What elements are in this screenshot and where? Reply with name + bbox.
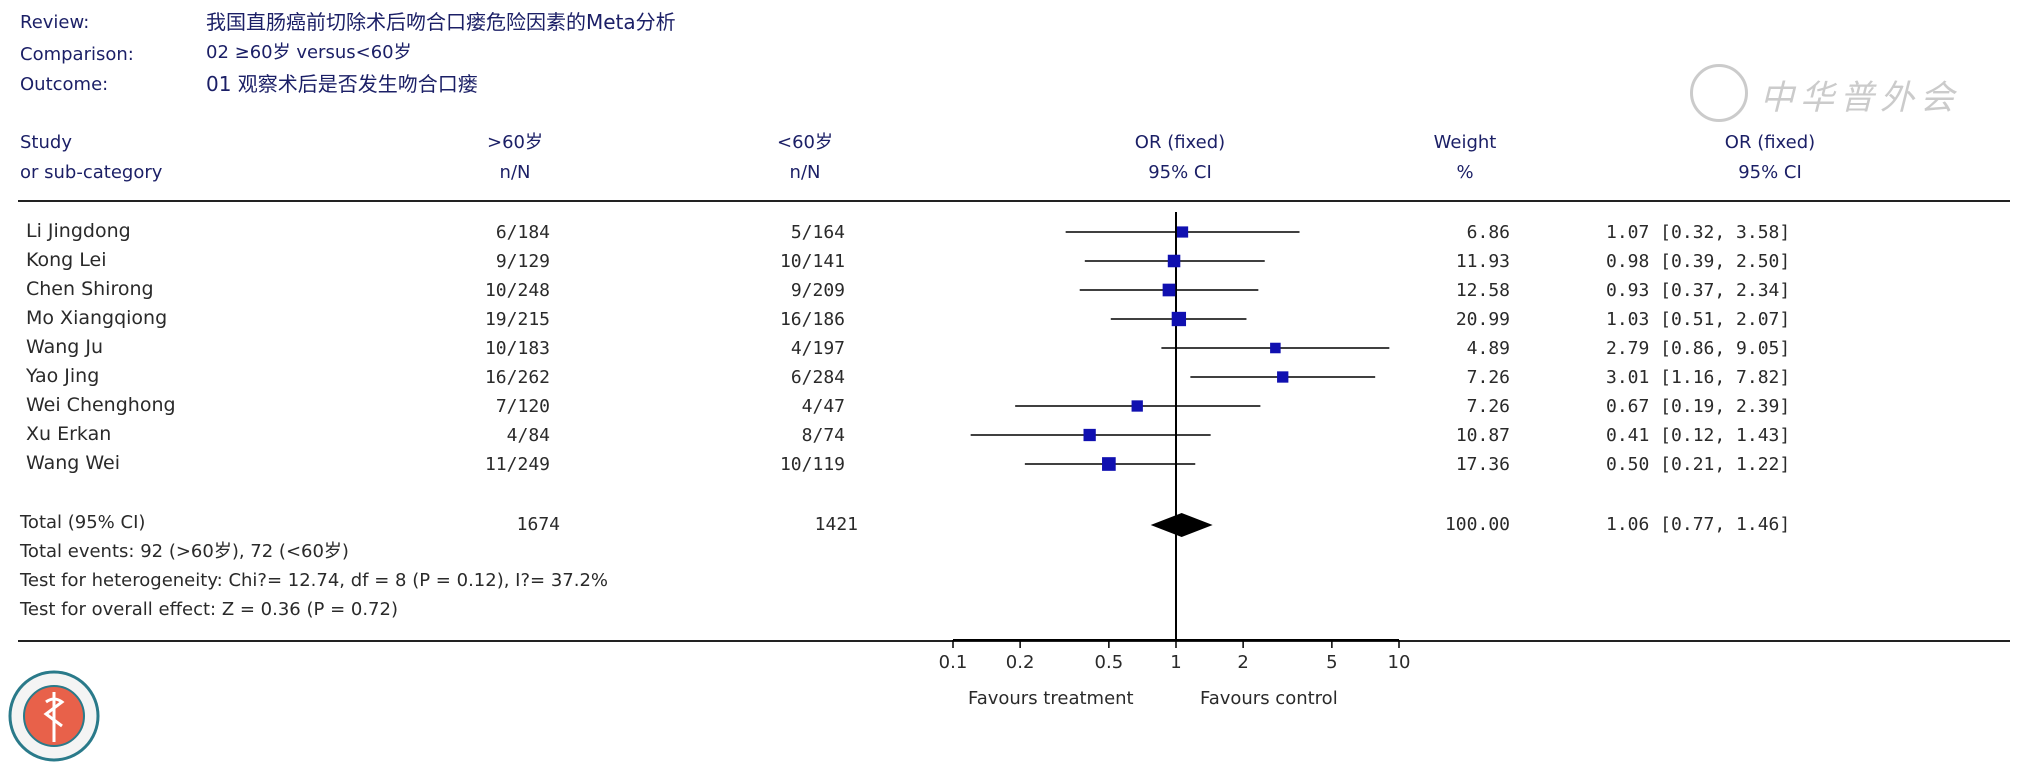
- effect-marker: [1270, 342, 1281, 354]
- comparison-value: 02 ≥60岁 versus<60岁: [206, 42, 412, 63]
- study-weight: 7.26: [1466, 367, 1510, 388]
- x-tick-label: 0.5: [1095, 652, 1124, 673]
- study-weight: 4.89: [1466, 338, 1510, 359]
- study-group2: 5/164: [790, 222, 845, 243]
- study-group1: 10/248: [484, 280, 550, 301]
- study-group2: 4/197: [790, 338, 845, 359]
- study-group1: 9/129: [495, 251, 550, 272]
- col-weight-line1: Weight: [1433, 132, 1497, 153]
- col-weight-line2: %: [1456, 162, 1474, 183]
- col-study-line1: Study: [20, 132, 72, 153]
- study-group1: 10/183: [484, 338, 550, 359]
- study-group2: 4/47: [801, 396, 845, 417]
- effect-marker: [1167, 254, 1181, 268]
- watermark-text: 中华普外会: [1760, 78, 1960, 118]
- overall-effect-test: Test for overall effect: Z = 0.36 (P = 0…: [20, 599, 398, 620]
- effect-marker: [1131, 400, 1143, 412]
- study-or-ci: 0.98 [0.39, 2.50]: [1606, 251, 1791, 272]
- study-or-ci: 0.93 [0.37, 2.34]: [1606, 280, 1791, 301]
- col-or-value-line1: OR (fixed): [1724, 132, 1816, 153]
- x-tick-label: 0.2: [1006, 652, 1035, 673]
- study-group1: 4/84: [506, 425, 550, 446]
- outcome-value: 01 观察术后是否发生吻合口瘘: [206, 72, 478, 96]
- total-label: Total (95% CI): [20, 512, 146, 533]
- effect-marker: [1162, 283, 1176, 297]
- study-weight: 11.93: [1455, 251, 1510, 272]
- medical-association-logo: [8, 670, 100, 762]
- effect-marker: [1083, 428, 1096, 442]
- study-group2: 9/209: [790, 280, 845, 301]
- col-or-value-line2: 95% CI: [1738, 162, 1802, 183]
- study-group2: 10/141: [779, 251, 845, 272]
- study-group2: 8/74: [801, 425, 845, 446]
- study-group1: 16/262: [484, 367, 550, 388]
- total-group1: 1674: [516, 514, 560, 535]
- total-or-ci: 1.06 [0.77, 1.46]: [1606, 514, 1791, 535]
- effect-marker: [1176, 226, 1189, 238]
- study-name: Xu Erkan: [26, 423, 112, 445]
- x-tick-label: 5: [1326, 652, 1337, 673]
- study-group2: 10/119: [779, 454, 845, 475]
- col-or-plot-line1: OR (fixed): [1134, 132, 1226, 153]
- study-or-ci: 2.79 [0.86, 9.05]: [1606, 338, 1791, 359]
- study-weight: 10.87: [1455, 425, 1510, 446]
- review-label: Review:: [20, 12, 90, 33]
- col-group2-line1: <60岁: [777, 132, 833, 153]
- study-group1: 11/249: [484, 454, 550, 475]
- header-rule: [18, 200, 2010, 202]
- study-name: Chen Shirong: [26, 278, 154, 300]
- x-tick-label: 0.1: [939, 652, 968, 673]
- study-weight: 7.26: [1466, 396, 1510, 417]
- pooled-diamond: [1150, 513, 1213, 537]
- total-group2: 1421: [814, 514, 858, 535]
- x-tick-label: 1: [1170, 652, 1181, 673]
- study-name: Mo Xiangqiong: [26, 307, 168, 329]
- study-group2: 6/284: [790, 367, 845, 388]
- effect-marker: [1277, 371, 1289, 383]
- favours-treatment-label: Favours treatment: [968, 688, 1134, 709]
- effect-marker: [1102, 457, 1116, 471]
- heterogeneity-test: Test for heterogeneity: Chi?= 12.74, df …: [20, 570, 609, 591]
- study-or-ci: 0.67 [0.19, 2.39]: [1606, 396, 1791, 417]
- study-name: Wang Ju: [26, 336, 104, 358]
- study-group2: 16/186: [779, 309, 845, 330]
- total-events: Total events: 92 (>60岁), 72 (<60岁): [20, 541, 349, 562]
- watermark-seal-icon: [1690, 64, 1748, 122]
- study-weight: 20.99: [1455, 309, 1510, 330]
- col-group2-line2: n/N: [789, 162, 821, 183]
- outcome-label: Outcome:: [20, 74, 109, 95]
- x-tick-label: 2: [1237, 652, 1248, 673]
- col-group1-line2: n/N: [499, 162, 531, 183]
- study-group1: 6/184: [495, 222, 550, 243]
- study-or-ci: 0.41 [0.12, 1.43]: [1606, 425, 1791, 446]
- col-or-plot-line2: 95% CI: [1148, 162, 1212, 183]
- study-name: Yao Jing: [26, 365, 100, 387]
- study-group1: 19/215: [484, 309, 550, 330]
- col-study-line2: or sub-category: [20, 162, 163, 183]
- study-name: Wang Wei: [26, 452, 120, 474]
- study-or-ci: 3.01 [1.16, 7.82]: [1606, 367, 1791, 388]
- x-tick-label: 10: [1388, 652, 1411, 673]
- study-weight: 6.86: [1466, 222, 1510, 243]
- study-or-ci: 1.07 [0.32, 3.58]: [1606, 222, 1791, 243]
- effect-marker: [1171, 311, 1187, 327]
- total-weight: 100.00: [1444, 514, 1510, 535]
- study-name: Wei Chenghong: [26, 394, 176, 416]
- watermark-logo: 中华普外会: [1690, 62, 1980, 122]
- favours-control-label: Favours control: [1200, 688, 1338, 709]
- comparison-label: Comparison:: [20, 44, 134, 65]
- study-name: Kong Lei: [26, 249, 107, 271]
- study-group1: 7/120: [495, 396, 550, 417]
- review-title: 我国直肠癌前切除术后吻合口瘘危险因素的Meta分析: [206, 10, 676, 34]
- study-weight: 12.58: [1455, 280, 1510, 301]
- study-weight: 17.36: [1455, 454, 1510, 475]
- col-group1-line1: >60岁: [487, 132, 543, 153]
- study-or-ci: 0.50 [0.21, 1.22]: [1606, 454, 1791, 475]
- study-or-ci: 1.03 [0.51, 2.07]: [1606, 309, 1791, 330]
- study-name: Li Jingdong: [26, 220, 131, 242]
